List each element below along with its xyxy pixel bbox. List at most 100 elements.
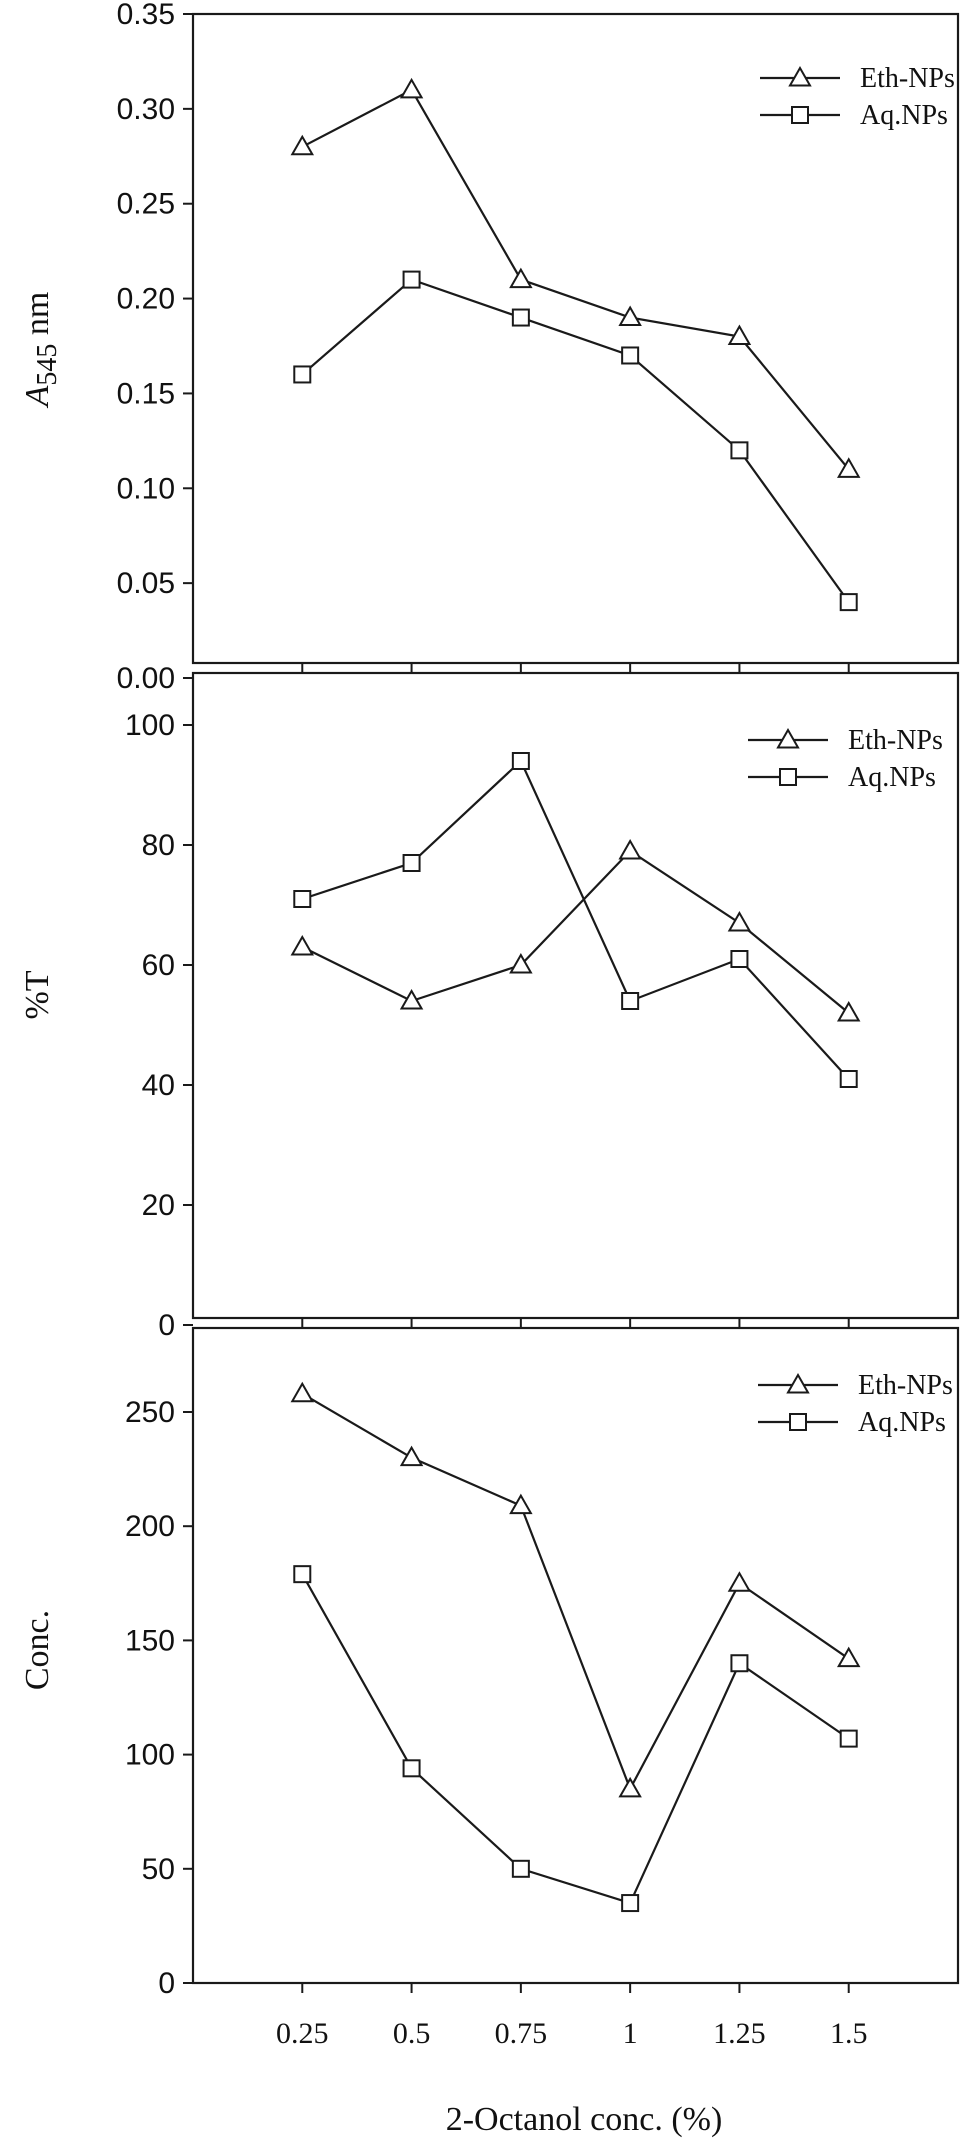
data-point-triangle (399, 988, 424, 1010)
y-tick-label: 0.05 (117, 567, 175, 600)
plot-frame (191, 671, 960, 1320)
data-point-triangle (836, 1000, 861, 1022)
series-line (301, 1392, 850, 1792)
y-axis-label-symbol: A (19, 385, 56, 408)
y-tick-label: 40 (142, 1069, 175, 1102)
y-axis-label-subscript: 545 (32, 344, 63, 386)
y-tick-label: 0.35 (117, 0, 175, 31)
data-point-triangle (727, 1571, 752, 1592)
chart-panel-bottom: 0 50 100 150 200 250 Conc. Eth-NPs Aq.NPs (19, 1326, 960, 2000)
data-point-square (511, 752, 530, 770)
y-tick-label: 0.20 (117, 283, 175, 316)
data-point-square (839, 593, 858, 612)
legend-marker-triangle (776, 727, 800, 749)
legend-marker-square (789, 1413, 807, 1431)
data-point-triangle (509, 952, 533, 974)
chart-panel-top: 0.00 0.05 0.10 0.15 0.20 0.25 0.30 0.35 A545 nm E… (19, 0, 960, 695)
data-point-square (730, 441, 749, 460)
series-aq-nps (293, 270, 858, 612)
series-line (301, 1573, 850, 1905)
series-aq-nps (293, 752, 858, 1088)
data-point-square (293, 1565, 312, 1584)
data-point-square (730, 1654, 749, 1673)
data-point-square (293, 890, 312, 908)
data-point-square (402, 270, 421, 289)
data-point-square (402, 1759, 421, 1778)
legend-label: Aq.NPs (848, 762, 936, 793)
data-point-triangle (290, 134, 315, 156)
y-tick-label: 250 (125, 1396, 175, 1429)
data-point-triangle (399, 77, 424, 99)
y-tick-label: 50 (142, 1853, 175, 1886)
legend-marker-square (791, 106, 809, 124)
x-tick-label: 1.5 (830, 2017, 868, 2050)
x-tick-label: 0.5 (393, 2017, 431, 2050)
y-tick-label: 20 (142, 1189, 175, 1222)
data-point-square (621, 346, 640, 365)
chart-panels: 0.00 0.05 0.10 0.15 0.20 0.25 0.30 0.35 A545 nm E… (19, 0, 960, 2050)
plot-frame (191, 1326, 960, 1985)
series-aq-nps (293, 1565, 858, 1913)
x-tick-label: 1 (623, 2017, 638, 2050)
x-tick-label: 0.75 (495, 2017, 548, 2050)
y-tick-label: 150 (125, 1624, 175, 1657)
data-point-square (511, 1859, 530, 1878)
legend: Eth-NPs Aq.NPs (748, 725, 943, 793)
series-eth-nps (290, 838, 861, 1022)
data-point-triangle (836, 457, 861, 478)
data-point-triangle (618, 305, 642, 327)
legend: Eth-NPs Aq.NPs (758, 1370, 953, 1438)
y-axis-label: A545 nm (19, 292, 63, 409)
data-point-square (511, 308, 530, 327)
y-tick-label: 80 (142, 829, 175, 862)
data-point-square (293, 365, 312, 384)
y-axis-label: %T (19, 970, 56, 1019)
data-point-square (839, 1070, 858, 1088)
x-tick-labels: 0.25 0.5 0.75 1 1.25 1.5 (276, 2017, 867, 2050)
data-point-triangle (399, 1445, 424, 1467)
legend-label: Aq.NPs (858, 1407, 946, 1438)
y-tick-label: 0 (158, 1967, 175, 2000)
y-tick-label: 0.25 (117, 188, 175, 221)
data-point-triangle (290, 934, 315, 956)
legend-marker-square (779, 768, 797, 786)
y-tick-label: 0 (158, 1309, 175, 1342)
data-point-square (730, 950, 749, 968)
legend-label: Eth-NPs (858, 1370, 953, 1401)
y-tick-label: 200 (125, 1510, 175, 1543)
series-eth-nps (290, 77, 861, 478)
x-axis-label: 2-Octanol conc. (%) (446, 2101, 723, 2138)
y-tick-label: 0.00 (117, 662, 175, 695)
y-tick-label: 0.10 (117, 472, 175, 505)
data-point-triangle (509, 1493, 533, 1515)
series-line (301, 849, 850, 1014)
x-tick-label: 0.25 (276, 2017, 329, 2050)
legend: Eth-NPs Aq.NPs (760, 63, 955, 131)
data-point-triangle (727, 324, 752, 346)
data-point-triangle (727, 910, 752, 932)
data-point-square (621, 992, 640, 1010)
data-point-square (621, 1894, 640, 1913)
y-tick-label: 0.15 (117, 377, 175, 410)
legend-label: Aq.NPs (860, 100, 948, 131)
data-point-triangle (290, 1381, 315, 1403)
y-tick-label: 100 (125, 1739, 175, 1772)
y-axis-label-unit: nm (19, 292, 56, 344)
legend-label: Eth-NPs (860, 63, 955, 94)
chart-panel-middle: 0 20 40 60 80 100 %T Eth-NPs Aq.NPs (19, 671, 960, 1342)
series-eth-nps (290, 1381, 861, 1798)
series-line (301, 759, 850, 1080)
legend-label: Eth-NPs (848, 725, 943, 756)
data-point-triangle (509, 267, 533, 289)
legend-marker-triangle (788, 65, 812, 87)
y-tick-label: 100 (125, 709, 175, 742)
series-line (301, 88, 850, 471)
y-tick-label: 0.30 (117, 93, 175, 126)
y-tick-label: 60 (142, 949, 175, 982)
data-point-square (402, 854, 421, 872)
data-point-triangle (618, 1776, 642, 1798)
data-point-triangle (836, 1646, 861, 1668)
x-tick-label: 1.25 (713, 2017, 766, 2050)
series-line (301, 278, 850, 603)
